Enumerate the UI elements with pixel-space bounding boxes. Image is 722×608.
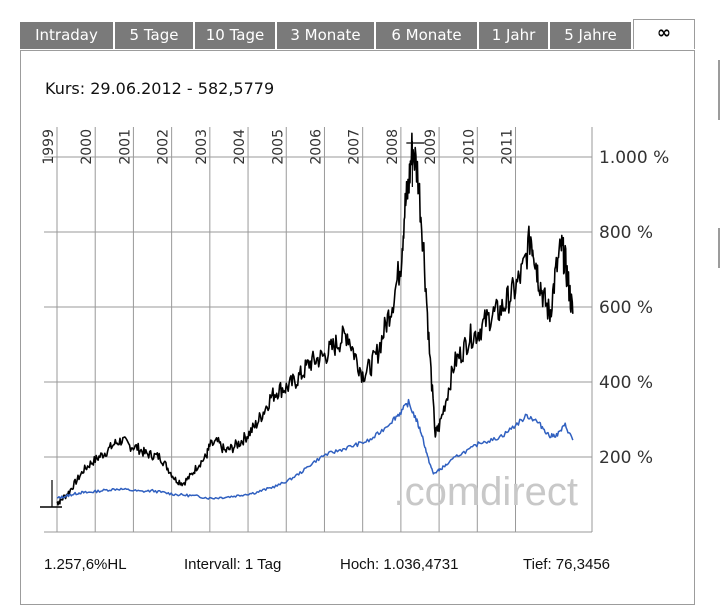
tab-1-jahr[interactable]: 1 Jahr xyxy=(479,22,549,49)
tab-5-tage[interactable]: 5 Tage xyxy=(115,22,194,49)
tab-max[interactable]: ∞ xyxy=(633,19,695,49)
comdirect-watermark: .comdirect xyxy=(394,470,579,514)
right-edge-line xyxy=(718,60,720,120)
chart-panel xyxy=(20,50,695,605)
y-tick-label-800: 800 % xyxy=(599,223,653,243)
tab-5-jahre[interactable]: 5 Jahre xyxy=(550,22,632,49)
x-tick-label-2005: 2005 xyxy=(270,129,286,165)
tab-intraday[interactable]: Intraday xyxy=(20,22,114,49)
x-tick-label-2009: 2009 xyxy=(423,129,439,165)
x-tick-label-1999: 1999 xyxy=(41,129,57,165)
series-line-vergleich xyxy=(56,398,574,500)
y-tick-label-400: 400 % xyxy=(599,373,653,393)
tab-3-monate[interactable]: 3 Monate xyxy=(277,22,375,49)
footer-high: Hoch: 1.036,4731 xyxy=(340,556,459,573)
x-tick-label-2008: 2008 xyxy=(385,129,401,165)
x-tick-label-2003: 2003 xyxy=(194,129,210,165)
right-edge-line xyxy=(718,228,720,268)
footer-interval: Intervall: 1 Tag xyxy=(184,556,282,573)
x-tick-label-2006: 2006 xyxy=(308,129,324,165)
footer-low: Tief: 76,3456 xyxy=(523,556,611,573)
y-tick-label-600: 600 % xyxy=(599,298,653,318)
y-tick-label-200: 200 % xyxy=(599,448,653,468)
y-tick-labels: 200 % 400 % 600 % 800 % 1.000 % xyxy=(599,148,669,468)
x-tick-label-2004: 2004 xyxy=(232,129,248,165)
series-line-kurs xyxy=(56,132,574,506)
x-tick-label-2001: 2001 xyxy=(117,129,133,165)
x-tick-label-2007: 2007 xyxy=(347,129,363,165)
footer-performance: 1.257,6%HL xyxy=(44,556,127,573)
tab-6-monate[interactable]: 6 Monate xyxy=(376,22,478,49)
x-tick-label-2011: 2011 xyxy=(500,129,516,165)
tab-10-tage[interactable]: 10 Tage xyxy=(195,22,276,49)
x-tick-label-2000: 2000 xyxy=(79,129,95,165)
y-tick-label-1000: 1.000 % xyxy=(599,148,669,168)
series-lines xyxy=(51,132,574,507)
x-tick-label-2002: 2002 xyxy=(156,129,172,165)
x-tick-label-2010: 2010 xyxy=(461,129,477,165)
x-tick-labels: 1999 2000 2001 2002 2003 2004 2005 2006 2007 2008… xyxy=(41,129,516,165)
chart-grid xyxy=(44,127,593,533)
kurs-label: Kurs: 29.06.2012 - 582,5779 xyxy=(45,79,275,98)
